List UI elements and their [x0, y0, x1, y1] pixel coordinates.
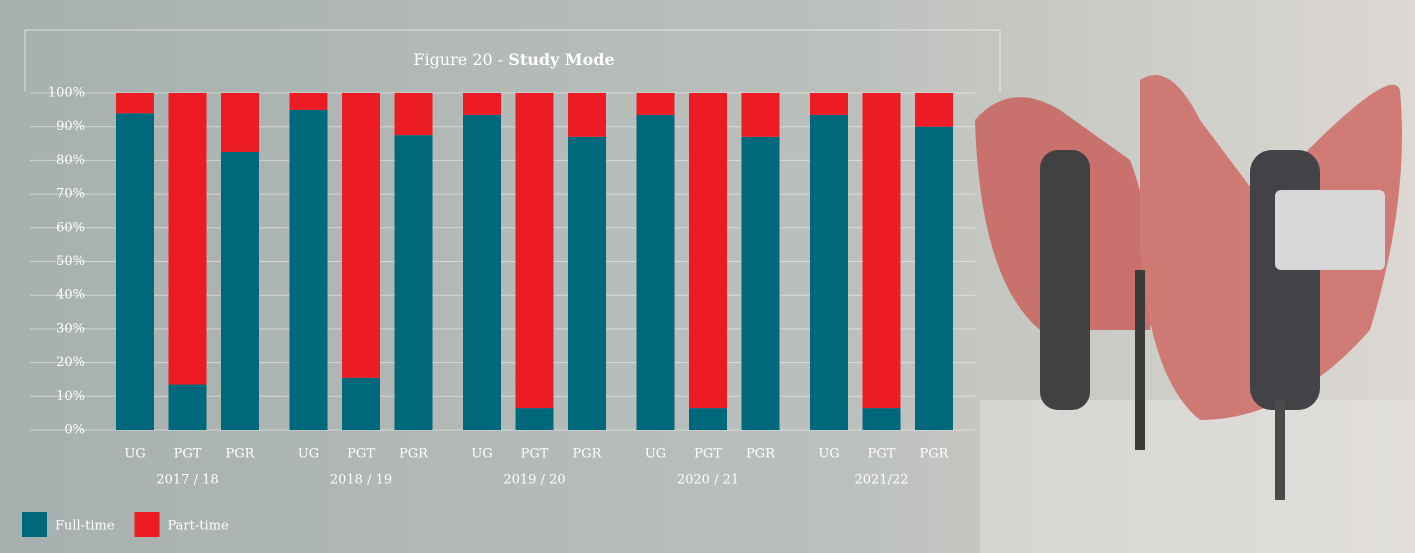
x-tick-label: PGR [399, 447, 429, 462]
bar-segment [568, 136, 606, 430]
y-tick-label: 50% [56, 254, 85, 269]
y-tick-label: 90% [56, 119, 85, 134]
bar-segment [221, 151, 259, 430]
legend-swatch [22, 512, 47, 537]
y-tick-label: 0% [64, 423, 85, 438]
bar-segment [168, 384, 207, 430]
bar-segment [568, 93, 606, 137]
bar-segment [394, 135, 433, 430]
bar-segment [689, 93, 727, 409]
legend-label: Full-time [55, 519, 115, 534]
legend-label: Part-time [168, 519, 229, 534]
bar-segment [463, 93, 501, 115]
group-label: 2021/22 [854, 473, 908, 488]
bar-segment [862, 93, 901, 409]
bar-segment [915, 126, 953, 430]
bar-segment [342, 93, 380, 378]
y-tick-label: 10% [56, 389, 85, 404]
bar-segment [289, 93, 328, 110]
x-tick-label: UG [298, 447, 319, 462]
bar-segment [289, 109, 328, 430]
x-tick-label: PGR [573, 447, 603, 462]
x-tick-label: PGT [694, 447, 722, 462]
group-label: 2019 / 20 [503, 473, 565, 488]
legend-swatch [134, 512, 160, 537]
y-tick-label: 40% [56, 288, 85, 303]
bar-segment [463, 114, 501, 430]
x-tick-label: UG [645, 447, 666, 462]
x-tick-label: PGR [920, 447, 950, 462]
x-tick-label: PGR [226, 447, 256, 462]
bar-segment [168, 93, 207, 385]
y-tick-label: 60% [56, 220, 85, 235]
x-tick-label: UG [124, 447, 145, 462]
bar-segment [862, 408, 901, 430]
photo-decoration [975, 75, 1415, 553]
y-tick-label: 20% [56, 355, 85, 370]
bar-segment [810, 114, 848, 430]
y-tick-label: 30% [56, 321, 85, 336]
x-tick-label: PGT [347, 447, 375, 462]
x-tick-label: PGR [746, 447, 776, 462]
bar-segment [636, 93, 675, 115]
bar-segment [515, 408, 554, 430]
x-tick-label: PGT [174, 447, 202, 462]
title-frame [24, 29, 1001, 92]
bar-segment [116, 113, 154, 430]
bar-segment [810, 93, 848, 115]
bar-segment [741, 136, 780, 430]
group-label: 2020 / 21 [677, 473, 739, 488]
group-label: 2018 / 19 [330, 473, 392, 488]
bar-segment [221, 93, 259, 152]
x-tick-label: UG [818, 447, 839, 462]
bar-segment [394, 93, 433, 136]
bar-segment [515, 93, 554, 409]
x-tick-label: PGT [521, 447, 549, 462]
group-label: 2017 / 18 [156, 473, 218, 488]
y-tick-label: 80% [56, 153, 85, 168]
bar-segment [741, 93, 780, 137]
bar-segment [116, 93, 154, 114]
chart-title: Figure 20 - Study Mode [413, 50, 614, 69]
y-tick-label: 70% [56, 187, 85, 202]
x-tick-label: UG [471, 447, 492, 462]
bar-segment [915, 93, 953, 127]
bar-segment [636, 114, 675, 430]
y-tick-label: 100% [48, 86, 85, 101]
bar-segment [689, 408, 727, 430]
bar-segment [342, 377, 380, 430]
x-tick-label: PGT [868, 447, 896, 462]
